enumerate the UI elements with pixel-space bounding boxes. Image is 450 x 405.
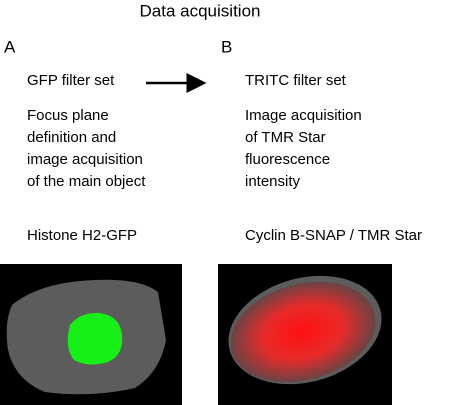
description-line: fluorescence — [245, 151, 330, 168]
title: Data acquisition — [140, 1, 261, 20]
description-line: definition and — [27, 129, 116, 146]
description-line: Image acquisition — [245, 107, 362, 124]
nucleus — [67, 312, 123, 365]
description: Image acquisition of TMR Star fluorescen… — [245, 107, 362, 190]
panel-letter: A — [4, 37, 16, 56]
description-line: image acquisition — [27, 151, 143, 168]
image-label: Histone H2-GFP — [27, 227, 137, 244]
image-label: Cyclin B-SNAP / TMR Star — [245, 227, 422, 244]
filter-set: GFP filter set — [27, 72, 115, 89]
description-line: Focus plane — [27, 107, 109, 124]
panel-letter: B — [221, 37, 232, 56]
gfp-image — [0, 264, 182, 405]
description-line: intensity — [245, 173, 301, 190]
description: Focus plane definition and image acquisi… — [27, 107, 146, 190]
description-line: of TMR Star — [245, 129, 326, 146]
tmr-image — [218, 264, 392, 405]
filter-set: TRITC filter set — [245, 72, 347, 89]
signal — [230, 281, 376, 383]
description-line: of the main object — [27, 173, 146, 190]
